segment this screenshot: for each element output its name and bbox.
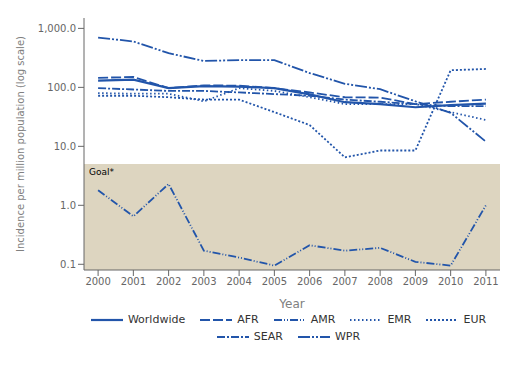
svg-text:100.0: 100.0 — [47, 82, 76, 93]
svg-text:2007: 2007 — [332, 276, 357, 287]
svg-text:2005: 2005 — [262, 276, 287, 287]
svg-text:1,000.0: 1,000.0 — [38, 23, 76, 34]
svg-text:1.0: 1.0 — [60, 200, 76, 211]
svg-text:10.0: 10.0 — [54, 141, 76, 152]
svg-text:2002: 2002 — [156, 276, 181, 287]
html-text:SEAR: SEAR — [253, 330, 283, 343]
svg-text:2004: 2004 — [226, 276, 251, 287]
svg-text:2009: 2009 — [403, 276, 428, 287]
html-text:AFR: AFR — [237, 313, 259, 326]
svg-text:2003: 2003 — [191, 276, 216, 287]
html-text:WPR: WPR — [335, 330, 361, 343]
svg-text:0.1: 0.1 — [60, 259, 76, 270]
svg-text:2001: 2001 — [121, 276, 146, 287]
svg-text:Incidence per million populati: Incidence per million population (log sc… — [15, 36, 26, 252]
svg-text:2011: 2011 — [473, 276, 498, 287]
html-text:AMR: AMR — [310, 313, 336, 326]
html-text:EMR: EMR — [387, 313, 412, 326]
svg-text:Goal*: Goal* — [89, 167, 114, 177]
svg-text:2006: 2006 — [297, 276, 322, 287]
svg-text:Year: Year — [278, 297, 304, 311]
svg-text:2000: 2000 — [85, 276, 110, 287]
svg-text:2010: 2010 — [438, 276, 463, 287]
html-text:Worldwide: Worldwide — [127, 313, 186, 326]
svg-text:2008: 2008 — [367, 276, 392, 287]
html-text:EUR: EUR — [463, 313, 487, 326]
